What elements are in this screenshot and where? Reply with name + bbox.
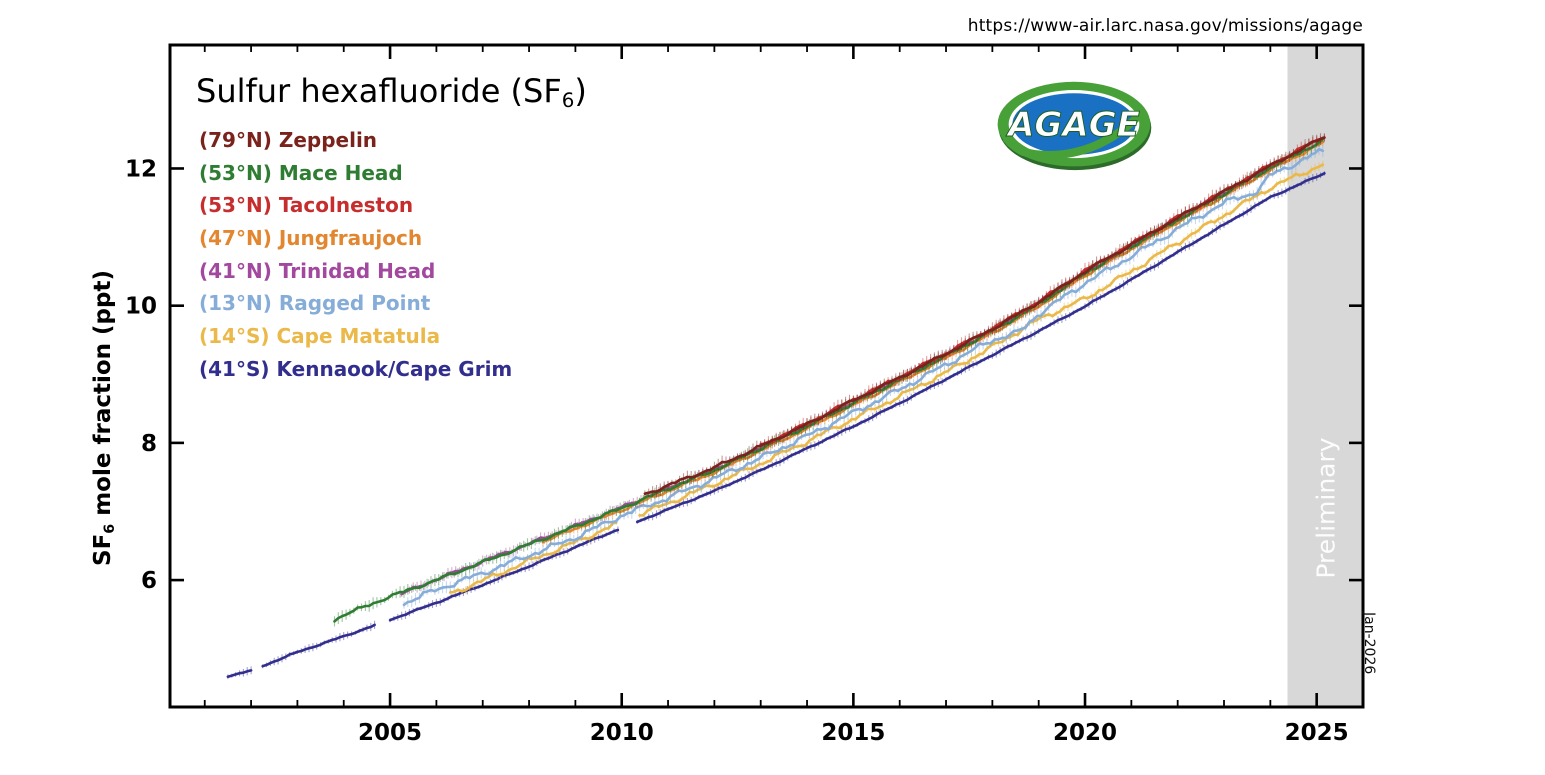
legend-item-tacolneston: (53°N) Tacolneston	[199, 189, 512, 222]
legend-latitude: (14°S)	[199, 324, 270, 349]
y-tick-label: 12	[125, 156, 157, 182]
legend-latitude: (79°N)	[199, 128, 272, 152]
axis-date-stamp: Jan-2026	[1361, 612, 1377, 675]
logo-text: AGAGE	[1005, 105, 1140, 145]
y-tick-label: 10	[125, 294, 157, 320]
legend-item-trinidad-head: (41°N) Trinidad Head	[199, 255, 512, 288]
legend-station-name: Zeppelin	[278, 128, 378, 152]
legend-latitude: (13°N)	[199, 291, 272, 316]
y-axis-label: SF6 mole fraction (ppt)	[90, 270, 118, 566]
legend-station-name: Mace Head	[278, 160, 403, 185]
x-tick-label: 2010	[590, 720, 654, 746]
preliminary-watermark: Preliminary	[1311, 437, 1341, 579]
source-url[interactable]: https://www-air.larc.nasa.gov/missions/a…	[967, 16, 1363, 36]
y-tick-label: 6	[141, 568, 157, 594]
x-tick-label: 2025	[1285, 720, 1349, 746]
series-errorbars-trinidad-head	[401, 163, 1271, 597]
legend-station-name: Kennaook/Cape Grim	[276, 356, 513, 381]
x-tick-label: 2005	[358, 720, 422, 746]
legend-station-name: Tacolneston	[278, 193, 414, 218]
legend-latitude: (53°N)	[199, 160, 272, 185]
y-tick-label: 8	[141, 431, 157, 457]
plot-border	[168, 43, 1365, 709]
legend-latitude: (47°N)	[199, 226, 272, 251]
legend-item-jungfraujoch: (47°N) Jungfraujoch	[199, 222, 512, 255]
x-tick-label: 2015	[821, 720, 885, 746]
page-title: Sulfur hexafluoride (SF6)	[196, 72, 587, 112]
legend-item-kennaook-cape-grim: (41°S) Kennaook/Cape Grim	[199, 353, 512, 386]
agage-logo: AGAGE	[991, 79, 1157, 171]
series-line-zeppelin	[643, 136, 1326, 495]
legend-station-name: Ragged Point	[278, 291, 431, 316]
legend-item-zeppelin: (79°N) Zeppelin	[199, 124, 512, 157]
series-line-trinidad-head	[400, 166, 1272, 596]
logo-swoosh	[999, 103, 1150, 160]
series-errorbars-zeppelin	[644, 133, 1325, 498]
station-legend: (79°N) Zeppelin (53°N) Mace Head (53°N) Ta…	[199, 124, 512, 386]
series-line-cape-matatula	[449, 163, 1325, 594]
legend-station-name: Jungfraujoch	[278, 226, 423, 251]
legend-latitude: (41°N)	[199, 258, 272, 283]
preliminary-band	[1287, 45, 1363, 707]
x-tick-label: 2020	[1053, 720, 1117, 746]
series-line-kennaook-cape-grim	[226, 172, 1326, 678]
legend-item-cape-matatula: (14°S) Cape Matatula	[199, 320, 512, 353]
legend-latitude: (41°S)	[199, 356, 270, 381]
series-line-ragged-point	[402, 147, 1325, 607]
legend-latitude: (53°N)	[199, 193, 272, 218]
legend-station-name: Cape Matatula	[276, 324, 441, 349]
legend-station-name: Trinidad Head	[278, 258, 436, 283]
legend-item-mace-head: (53°N) Mace Head	[199, 157, 512, 190]
legend-item-ragged-point: (13°N) Ragged Point	[199, 287, 512, 320]
